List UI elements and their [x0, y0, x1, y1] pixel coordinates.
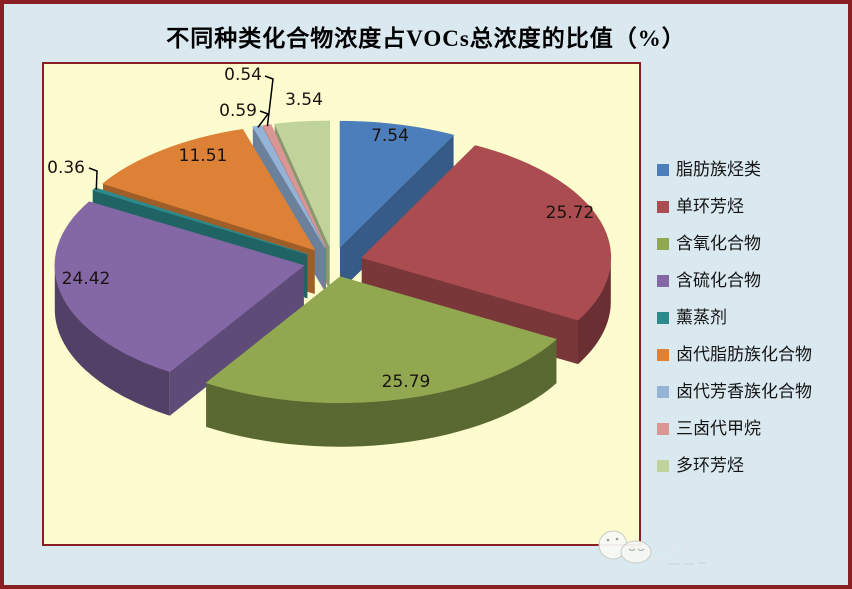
legend-item-9: 多环芳烃: [657, 455, 812, 477]
legend-item-7: 卤代芳香族化合物: [657, 381, 812, 403]
legend-item-5: 薰蒸剂: [657, 307, 812, 329]
legend-label: 卤代脂肪族化合物: [676, 345, 812, 364]
legend-swatch: [657, 275, 669, 287]
legend-item-8: 三卤代甲烷: [657, 418, 812, 440]
legend-swatch: [657, 312, 669, 324]
legend-label: 三卤代甲烷: [676, 419, 761, 438]
legend-item-2: 单环芳烃: [657, 196, 812, 218]
legend-label: 薰蒸剂: [676, 308, 727, 327]
legend-item-6: 卤代脂肪族化合物: [657, 344, 812, 366]
legend-item-1: 脂肪族烃类: [657, 159, 812, 181]
legend-swatch: [657, 164, 669, 176]
legend-label: 含硫化合物: [676, 271, 761, 290]
legend-label: 单环芳烃: [676, 197, 744, 216]
chart-title: 不同种类化合物浓度占VOCs总浓度的比值（%）: [166, 26, 686, 51]
legend-swatch: [657, 238, 669, 250]
legend-label: 卤代芳香族化合物: [676, 382, 812, 401]
legend-swatch: [657, 349, 669, 361]
legend-swatch: [657, 386, 669, 398]
legend-item-3: 含氧化合物: [657, 233, 812, 255]
legend: 脂肪族烃类单环芳烃含氧化合物含硫化合物薰蒸剂卤代脂肪族化合物 卤代芳香族化合物 三卤…: [657, 159, 812, 492]
legend-swatch: [657, 201, 669, 213]
legend-label: 含氧化合物: [676, 234, 761, 253]
plot-area: [42, 62, 641, 546]
legend-label: 脂肪族烃类: [676, 160, 761, 179]
legend-swatch: [657, 460, 669, 472]
legend-label: 多环芳烃: [676, 456, 744, 475]
legend-item-4: 含硫化合物: [657, 270, 812, 292]
legend-swatch: [657, 423, 669, 435]
